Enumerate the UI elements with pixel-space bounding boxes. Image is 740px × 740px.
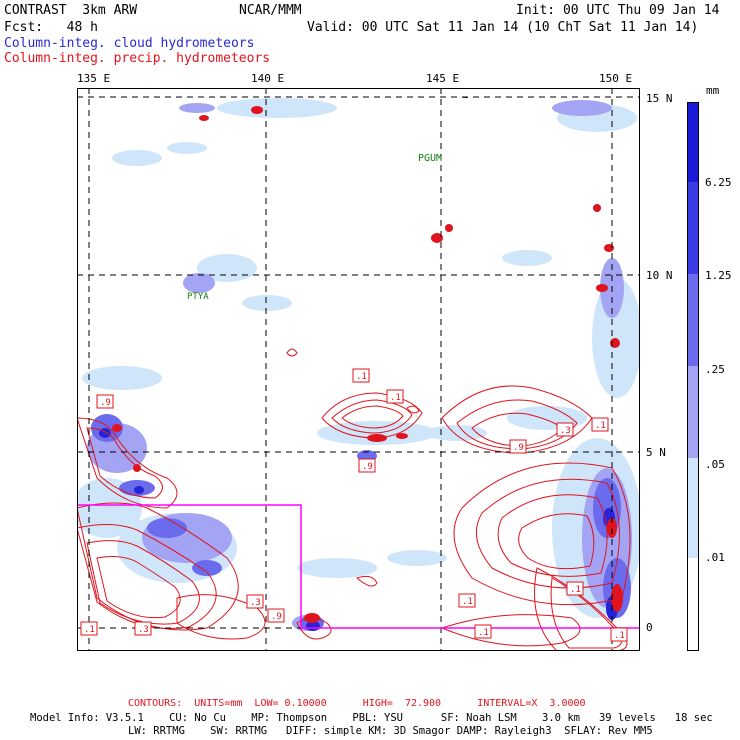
contour-label: .9 bbox=[100, 398, 111, 408]
colorbar-band bbox=[687, 102, 699, 182]
colorbar-label: .25 bbox=[705, 363, 725, 376]
model-title: CONTRAST 3km ARW bbox=[4, 3, 138, 18]
init-time: Init: 00 UTC Thu 09 Jan 14 bbox=[516, 3, 720, 18]
colorbar-band bbox=[687, 274, 699, 366]
colorbar-label: .01 bbox=[705, 551, 725, 564]
valid-time: Valid: 00 UTC Sat 11 Jan 14 (10 ChT Sat … bbox=[307, 20, 699, 35]
station-label-ptya: PTYA bbox=[187, 292, 209, 302]
contour-label: .9 bbox=[513, 443, 524, 453]
legend-cloud: Column-integ. cloud hydrometeors bbox=[4, 36, 255, 51]
lon-label: 145 E bbox=[426, 72, 460, 85]
contour-label-group: .1 .1 .9 .9 .3 .1 .9 .3 .9 .1 .1 .3 .1 .… bbox=[80, 368, 628, 642]
contour-label: .3 bbox=[138, 625, 149, 635]
cloud-shading-heavy bbox=[91, 414, 631, 631]
contour-label: .9 bbox=[271, 612, 282, 622]
contour-label: .9 bbox=[362, 462, 373, 472]
contour-label: .1 bbox=[462, 597, 473, 607]
nest-domain-box bbox=[77, 504, 640, 629]
contour-label: .1 bbox=[84, 625, 95, 635]
lat-label: 5 N bbox=[646, 446, 666, 459]
legend-precip: Column-integ. precip. hydrometeors bbox=[4, 51, 271, 66]
station-label-pgum: PGUM bbox=[418, 153, 442, 164]
contour-label: .1 bbox=[595, 421, 606, 431]
map-panel: .1 .1 .9 .9 .3 .1 .9 .3 .9 .1 .1 .3 .1 .… bbox=[77, 88, 640, 651]
contour-label: .1 bbox=[356, 372, 367, 382]
contour-label: .1 bbox=[570, 585, 581, 595]
lat-label: 0 bbox=[646, 621, 653, 634]
cloud-shading-mid bbox=[87, 100, 632, 631]
contour-label: .1 bbox=[614, 631, 625, 641]
lon-label: 135 E bbox=[77, 72, 111, 85]
lon-label: 140 E bbox=[251, 72, 285, 85]
colorbar-label: 6.25 bbox=[705, 176, 732, 189]
colorbar-band bbox=[687, 558, 699, 651]
contour-label: .1 bbox=[390, 393, 401, 403]
contour-label: .3 bbox=[560, 426, 571, 436]
colorbar-band bbox=[687, 458, 699, 558]
island-mark: ~ bbox=[462, 93, 469, 102]
map-frame bbox=[77, 88, 640, 651]
model-info-line-1: Model Info: V3.5.1 CU: No Cu MP: Thompso… bbox=[30, 712, 713, 724]
lon-label: 150 E bbox=[599, 72, 633, 85]
contour-info: CONTOURS: UNITS=mm LOW= 0.10000 HIGH= 72… bbox=[128, 698, 586, 709]
model-info-line-2: LW: RRTMG SW: RRTMG DIFF: simple KM: 3D … bbox=[128, 725, 653, 737]
colorbar-unit: mm bbox=[706, 84, 720, 97]
colorbar-label: 1.25 bbox=[705, 269, 732, 282]
colorbar bbox=[687, 102, 699, 651]
contour-label: .1 bbox=[478, 628, 489, 638]
grid-lines bbox=[77, 88, 640, 651]
lat-label: 15 N bbox=[646, 92, 673, 105]
precip-cores bbox=[112, 106, 623, 623]
org-label: NCAR/MMM bbox=[239, 3, 302, 18]
lat-label: 10 N bbox=[646, 269, 673, 282]
colorbar-band bbox=[687, 366, 699, 458]
contour-label: .3 bbox=[250, 598, 261, 608]
colorbar-band bbox=[687, 182, 699, 274]
forecast-hour: Fcst: 48 h bbox=[4, 20, 98, 35]
colorbar-label: .05 bbox=[705, 458, 725, 471]
precip-contours bbox=[77, 348, 631, 651]
